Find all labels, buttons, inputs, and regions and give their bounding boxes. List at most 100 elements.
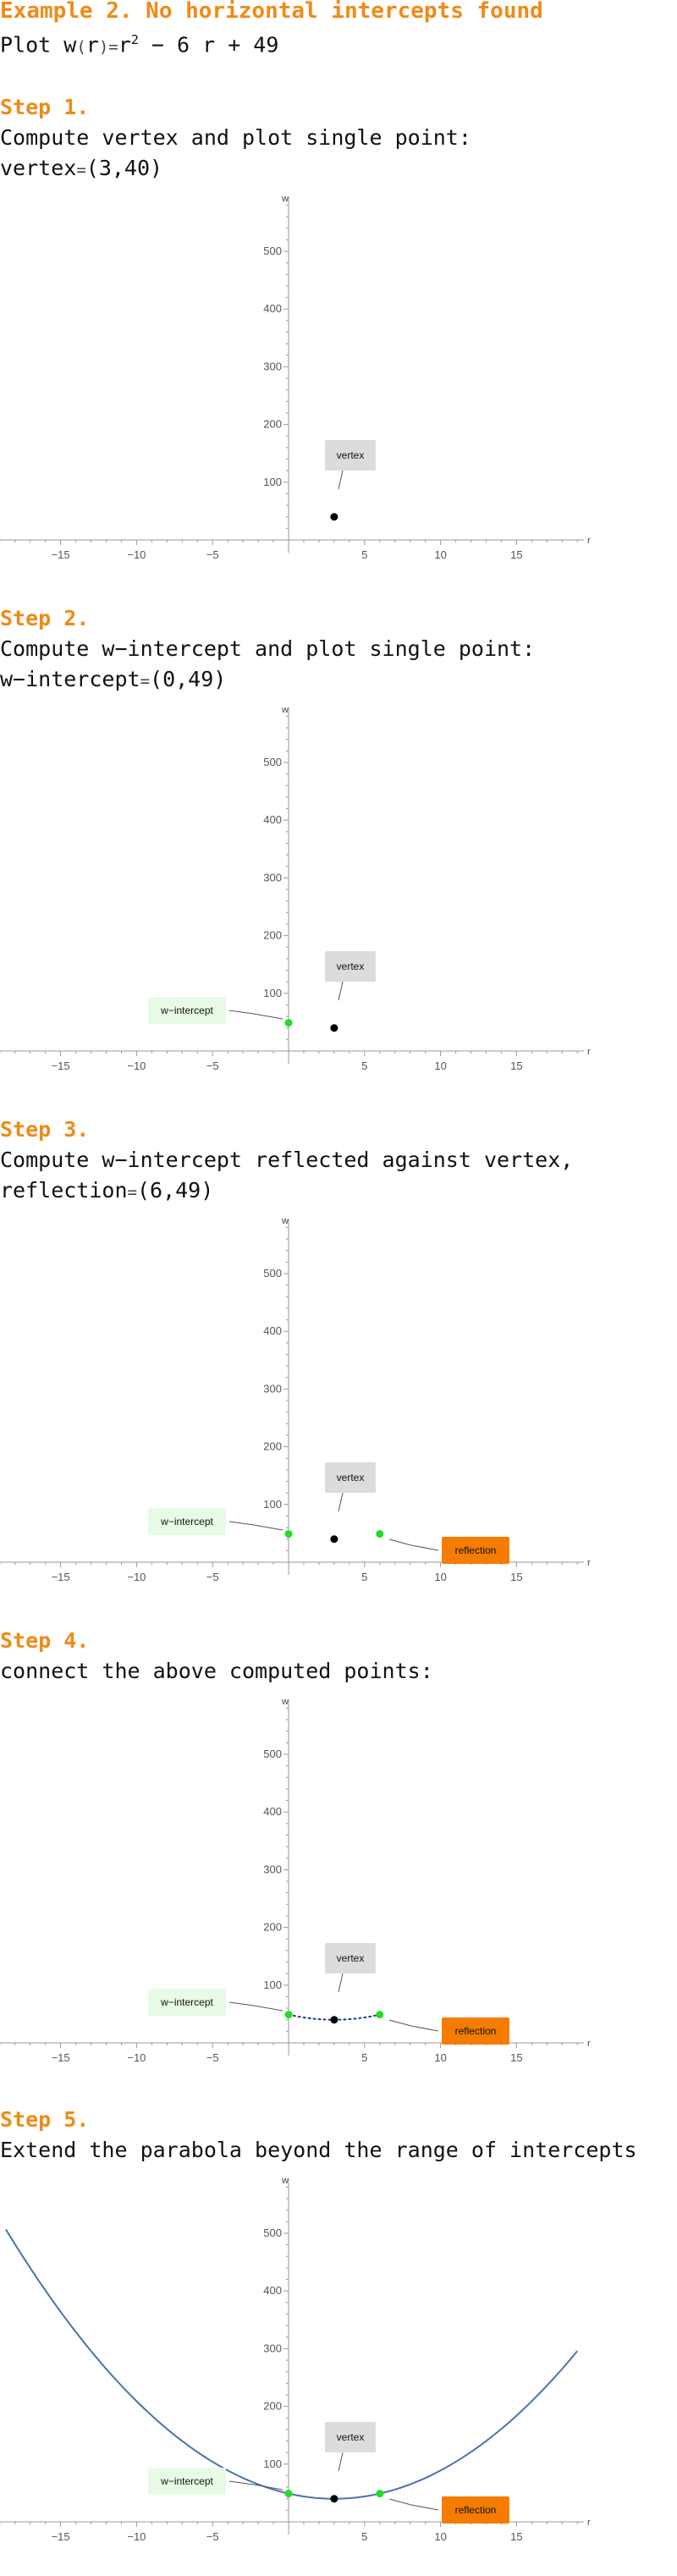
x-axis-label: r: [587, 2039, 591, 2049]
y-tick-label: 500: [263, 245, 282, 257]
label-box: [442, 2017, 509, 2045]
label-leader: [388, 1538, 439, 1551]
step-5-heading: Step 5.: [0, 2107, 90, 2132]
x-axis-label: r: [587, 1047, 591, 1057]
x-tick-label: −10: [127, 1060, 146, 1072]
step-1-result-eq: =: [76, 161, 86, 179]
y-tick-label: 100: [263, 476, 282, 488]
x-tick-label: 15: [510, 1060, 522, 1072]
x-tick-label: −15: [52, 1571, 70, 1583]
y-tick-label: 400: [263, 813, 282, 826]
x-tick-label: −5: [206, 1571, 219, 1583]
point-label: w−intercept: [160, 1996, 213, 2008]
label-box: [325, 1462, 376, 1493]
label-leader: [338, 981, 344, 1001]
label-box: [148, 1508, 226, 1535]
label-leader: [338, 1973, 344, 1993]
y-tick-label: 200: [263, 2400, 282, 2413]
y-tick-label: 300: [263, 1382, 282, 1395]
label-box: [325, 951, 376, 982]
point-label: w−intercept: [160, 2475, 213, 2487]
page-title: Example 2. No horizontal intercepts foun…: [0, 0, 543, 24]
y-axis-label: w: [281, 705, 289, 715]
y-axis-label: w: [281, 2176, 289, 2186]
data-point: [330, 1535, 338, 1544]
label-leader: [338, 2452, 344, 2472]
x-tick-label: 5: [361, 2530, 367, 2543]
label-leader: [388, 2498, 439, 2511]
y-tick-label: 500: [263, 2226, 282, 2239]
x-tick-label: 5: [361, 1060, 367, 1072]
step-3-result: reflection=(6,49): [0, 1178, 213, 1203]
parabola-curve: [5, 2228, 578, 2500]
y-tick-label: 400: [263, 302, 282, 315]
label-box: [325, 440, 376, 471]
chart-step-3: r w −15 −10 −5 5 10 15 100 200 300 400 500 vertex w−in…: [0, 1216, 591, 1583]
step-1-result: vertex=(3,40): [0, 156, 162, 180]
data-point: [284, 1019, 293, 1027]
func-eq: =: [108, 37, 118, 57]
label-leader: [228, 1010, 283, 1020]
x-tick-label: 15: [510, 2051, 522, 2064]
point-label: vertex: [337, 449, 365, 461]
x-tick-label: −15: [52, 2051, 70, 2064]
step-3-result-value: (6,49): [136, 1178, 214, 1203]
x-tick-label: 10: [434, 2051, 446, 2064]
func-var: r: [85, 32, 99, 58]
label-box: [442, 1537, 509, 1564]
x-tick-label: −15: [52, 2530, 70, 2543]
y-tick-label: 200: [263, 929, 282, 942]
step-1-text: Compute vertex and plot single point:: [0, 125, 471, 150]
y-tick-label: 500: [263, 756, 282, 768]
point-label: reflection: [455, 2504, 497, 2516]
data-point: [376, 2490, 384, 2498]
data-point: [284, 2490, 293, 2498]
step-3-result-label: reflection: [0, 1178, 128, 1203]
label-leader: [338, 1492, 344, 1512]
step-1-result-label: vertex: [0, 156, 77, 180]
y-tick-label: 200: [263, 1921, 282, 1934]
func-rhs-rest: − 6 r + 49: [138, 32, 279, 58]
data-point: [376, 2011, 384, 2019]
step-4-heading: Step 4.: [0, 1628, 90, 1653]
label-box: [442, 2496, 509, 2524]
x-axis-label: r: [587, 536, 591, 546]
step-3-result-eq: =: [127, 1183, 137, 1202]
x-tick-label: −15: [52, 1060, 70, 1072]
y-tick-label: 300: [263, 360, 282, 372]
x-tick-label: −10: [127, 2530, 146, 2543]
func-name: w: [63, 32, 77, 58]
label-leader: [228, 2001, 283, 2012]
func-rhs-r: r: [118, 32, 131, 58]
x-tick-label: −5: [206, 2051, 219, 2064]
y-tick-label: 200: [263, 418, 282, 431]
x-tick-label: −10: [127, 548, 146, 561]
y-axis-label: w: [281, 1697, 289, 1707]
step-2-result: w−intercept=(0,49): [0, 667, 226, 691]
y-tick-label: 500: [263, 1267, 282, 1280]
step-2-heading: Step 2.: [0, 606, 90, 630]
y-tick-label: 300: [263, 2342, 282, 2354]
label-leader: [228, 1521, 283, 1531]
y-tick-label: 100: [263, 987, 282, 999]
func-paren-close: ): [98, 37, 109, 57]
chart-step-4: r w −15 −10 −5 5 10 15 100 200 300 400 500 vertex w−in…: [0, 1697, 591, 2064]
func-paren-open: (: [76, 37, 86, 57]
point-label: vertex: [337, 2431, 365, 2443]
step-2-result-label: w−intercept: [0, 667, 140, 691]
label-box: [148, 997, 226, 1024]
data-point: [284, 2011, 293, 2019]
y-axis-label: w: [281, 1216, 289, 1226]
step-5-text: Extend the parabola beyond the range of …: [0, 2138, 637, 2162]
x-tick-label: 10: [434, 2530, 446, 2543]
x-tick-label: −5: [206, 548, 219, 561]
plot-prefix: Plot: [0, 32, 64, 58]
x-axis-label: r: [587, 2518, 591, 2528]
y-tick-label: 300: [263, 1863, 282, 1875]
step-1-result-value: (3,40): [85, 156, 163, 180]
x-tick-label: 10: [434, 548, 446, 561]
x-tick-label: −10: [127, 1571, 146, 1583]
x-tick-label: 5: [361, 2051, 367, 2064]
step-3-text: Compute w−intercept reflected against ve…: [0, 1148, 574, 1172]
label-box: [325, 1943, 376, 1973]
